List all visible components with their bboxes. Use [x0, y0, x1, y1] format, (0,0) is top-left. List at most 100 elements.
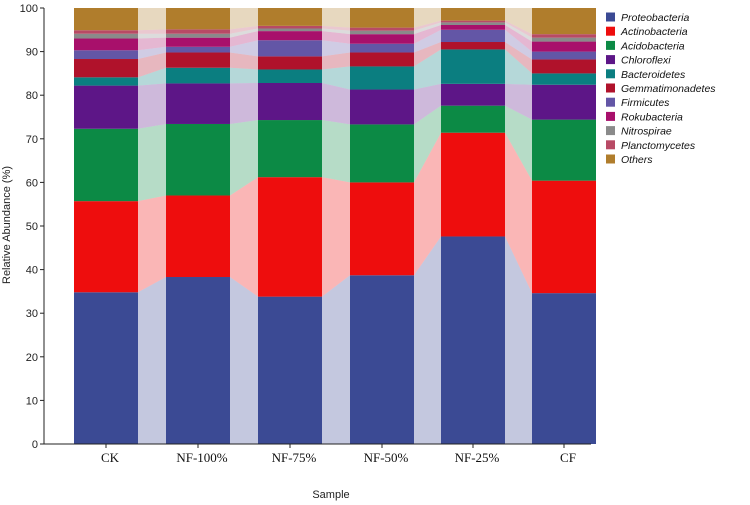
connector-nitrospirae-4: [505, 22, 532, 42]
axes: [40, 7, 591, 448]
connector-planctomycetes-1: [230, 25, 258, 34]
legend-label-proteobacteria: Proteobacteria: [621, 12, 689, 24]
bar-nf-50pct-actinobacteria: [350, 182, 414, 276]
bar-nf-25pct-acidobacteria: [441, 105, 505, 133]
legend-label-bacteroidetes: Bacteroidetes: [621, 69, 686, 81]
bar-nf-50pct-proteobacteria: [350, 275, 414, 444]
connector-proteobacteria-2: [322, 275, 350, 444]
legend-label-chloroflexi: Chloroflexi: [621, 55, 671, 67]
bar-ck-acidobacteria: [74, 128, 138, 202]
y-tick-label-70: 70: [26, 134, 38, 146]
legend-swatch-rokubacteria: [606, 111, 615, 121]
connector-acidobacteria-0: [138, 123, 166, 202]
connector-acidobacteria-1: [230, 120, 258, 196]
y-tick-label-60: 60: [26, 177, 38, 189]
bar-nf-100pct-chloroflexi: [166, 83, 230, 124]
bar-nf-75pct-rokubacteria: [258, 31, 322, 41]
legend-swatch-actinobacteria: [606, 26, 615, 36]
connector-chloroflexi-1: [230, 82, 258, 124]
bar-nf-75pct-acidobacteria: [258, 120, 322, 178]
y-tick-label-80: 80: [26, 90, 38, 102]
connector-planctomycetes-2: [322, 25, 350, 31]
legend-label-planctomycetes: Planctomycetes: [621, 140, 696, 152]
connector-rokubacteria-0: [138, 37, 166, 51]
connector-acidobacteria-3: [414, 105, 441, 183]
bar-nf-75pct-firmicutes: [258, 40, 322, 57]
x-axis-title: Sample: [312, 489, 349, 501]
bar-ck-planctomycetes: [74, 30, 138, 34]
bar-nf-75pct-chloroflexi: [258, 82, 322, 121]
x-category-label-5: CF: [560, 450, 576, 465]
bar-nf-100pct-bacteroidetes: [166, 67, 230, 84]
connector-rokubacteria-2: [322, 31, 350, 44]
bar-ck-firmicutes: [74, 50, 138, 60]
connector-proteobacteria-4: [505, 236, 532, 444]
connector-others-3: [414, 8, 441, 28]
legend-swatch-nitrospirae: [606, 126, 615, 136]
connector-proteobacteria-1: [230, 277, 258, 444]
bar-nf-50pct-planctomycetes: [350, 27, 414, 31]
y-tick-label-90: 90: [26, 47, 38, 59]
bar-ck-rokubacteria: [74, 38, 138, 51]
legend-swatch-firmicutes: [606, 97, 615, 107]
bar-cf-planctomycetes: [532, 34, 596, 38]
legend-label-rokubacteria: Rokubacteria: [621, 111, 683, 123]
connector-gemmatimonadetes-1: [230, 52, 258, 70]
bar-nf-25pct-nitrospirae: [441, 22, 505, 26]
y-axis-title: Relative Abundance (%): [1, 166, 13, 284]
legend-swatch-others: [606, 154, 615, 164]
bar-nf-25pct-chloroflexi: [441, 83, 505, 106]
bar-cf-others: [532, 8, 596, 35]
bar-nf-75pct-gemmatimonadetes: [258, 56, 322, 70]
connector-acidobacteria-2: [322, 120, 350, 183]
connector-bacteroidetes-4: [505, 49, 532, 85]
bar-ck-proteobacteria: [74, 292, 138, 444]
connector-nitrospirae-1: [230, 28, 258, 38]
connector-others-2: [322, 8, 350, 28]
bar-cf-firmicutes: [532, 51, 596, 60]
bar-nf-25pct-bacteroidetes: [441, 49, 505, 84]
x-category-label-2: NF-75%: [272, 450, 317, 465]
connector-actinobacteria-1: [230, 177, 258, 297]
connector-firmicutes-2: [322, 40, 350, 57]
bar-nf-50pct-firmicutes: [350, 43, 414, 53]
connector-actinobacteria-0: [138, 195, 166, 293]
bar-nf-75pct-bacteroidetes: [258, 69, 322, 83]
bar-ck-gemmatimonadetes: [74, 59, 138, 78]
x-category-label-3: NF-50%: [364, 450, 409, 465]
bar-nf-75pct-nitrospirae: [258, 28, 322, 32]
bar-nf-25pct-actinobacteria: [441, 132, 505, 237]
legend-label-nitrospirae: Nitrospirae: [621, 126, 672, 138]
bar-nf-75pct-others: [258, 8, 322, 26]
legend-swatch-bacteroidetes: [606, 69, 615, 79]
connector-gemmatimonadetes-4: [505, 42, 532, 74]
y-tick-label-100: 100: [20, 3, 38, 15]
connector-firmicutes-4: [505, 29, 532, 60]
bar-nf-25pct-firmicutes: [441, 29, 505, 43]
bar-nf-75pct-proteobacteria: [258, 296, 322, 444]
legend: Proteobacteria Actinobacteria Acidobacteri…: [606, 12, 716, 166]
connector-bacteroidetes-1: [230, 67, 258, 84]
bar-nf-25pct-planctomycetes: [441, 20, 505, 23]
legend-swatch-planctomycetes: [606, 140, 615, 150]
bar-ck-bacteroidetes: [74, 77, 138, 86]
connector-bacteroidetes-0: [138, 67, 166, 86]
connector-gemmatimonadetes-2: [322, 52, 350, 70]
bar-ck-actinobacteria: [74, 201, 138, 293]
y-tick-label-0: 0: [32, 439, 38, 451]
connector-acidobacteria-4: [505, 105, 532, 181]
bar-nf-100pct-firmicutes: [166, 46, 230, 53]
bar-cf-chloroflexi: [532, 84, 596, 120]
connector-nitrospirae-3: [414, 22, 441, 35]
legend-swatch-chloroflexi: [606, 55, 615, 65]
connector-bacteroidetes-2: [322, 66, 350, 90]
bar-cf-acidobacteria: [532, 119, 596, 181]
connector-actinobacteria-3: [414, 132, 441, 276]
connector-chloroflexi-0: [138, 83, 166, 129]
legend-label-gemmatimonadetes: Gemmatimonadetes: [621, 83, 716, 95]
bar-connector-bands: [138, 8, 532, 444]
y-tick-labels: 0 10 20 30 40 50 60 70 80 90 100: [20, 3, 38, 451]
x-category-label-4: NF-25%: [455, 450, 500, 465]
connector-nitrospirae-2: [322, 28, 350, 35]
